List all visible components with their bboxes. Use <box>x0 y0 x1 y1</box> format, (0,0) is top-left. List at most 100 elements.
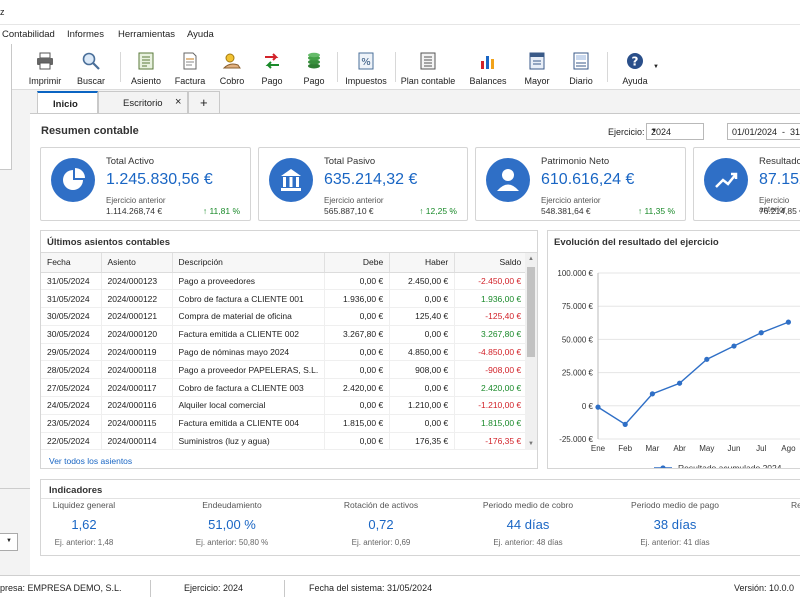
title-bar: z <box>0 0 800 25</box>
balances-button[interactable]: Balances <box>469 48 507 88</box>
help-button[interactable]: ? Ayuda <box>620 48 650 88</box>
scroll-up-icon[interactable]: ▲ <box>528 256 534 262</box>
close-icon[interactable]: × <box>175 96 182 108</box>
summary-title: Resumen contable <box>41 125 139 137</box>
cell-descripcion: Cobro de factura a CLIENTE 003 <box>172 378 326 398</box>
data-point <box>595 404 601 410</box>
legend-marker <box>660 465 666 468</box>
col-asiento[interactable]: Asiento <box>101 253 173 273</box>
view-all-entries-link[interactable]: Ver todos los asientos <box>49 456 133 466</box>
cell-saldo: -4.850,00 € <box>454 343 529 362</box>
cell-debe: 0,00 € <box>324 307 391 326</box>
x-tick-label: Mar <box>646 444 660 453</box>
entries-scrollbar[interactable]: ▲ ▼ <box>525 253 537 450</box>
cell-haber: 0,00 € <box>389 378 456 398</box>
percent-icon: % <box>358 52 374 70</box>
date-range-field[interactable]: 01/01/2024 - 31 <box>727 123 800 140</box>
trend-badge: ↑ 11,81 % <box>202 206 240 216</box>
journal-icon <box>573 52 589 70</box>
ledger-icon <box>138 52 154 70</box>
mayor-button[interactable]: Mayor <box>523 48 551 88</box>
col-debe[interactable]: Debe <box>324 253 391 273</box>
print-button[interactable]: Imprimir <box>28 48 62 88</box>
menu-bar: Contabilidad Informes Herramientas Ayuda <box>0 25 800 44</box>
cell-fecha: 27/05/2024 <box>41 378 102 398</box>
table-row[interactable]: 30/05/2024 2024/000121 Compra de material … <box>41 307 529 326</box>
cell-fecha: 31/05/2024 <box>41 289 102 309</box>
menu-herramientas[interactable]: Herramientas <box>118 29 176 40</box>
cell-saldo: -2.450,00 € <box>454 272 529 291</box>
scrollbar-thumb[interactable] <box>527 267 535 357</box>
ledger-book-icon <box>529 52 545 70</box>
cell-saldo: -176,35 € <box>454 432 529 451</box>
card-total-activo: Total Activo 1.245.830,56 € Ejercicio an… <box>40 147 251 221</box>
table-row[interactable]: 24/05/2024 2024/000116 Alquiler local come… <box>41 396 529 415</box>
cell-descripcion: Factura emitida a CLIENTE 002 <box>172 325 326 344</box>
plan-contable-button[interactable]: Plan contable <box>401 48 455 88</box>
indicators-panel: Indicadores Liquidez general 1,62 Ej. an… <box>40 479 800 556</box>
x-tick-label: Abr <box>673 444 686 453</box>
x-tick-label: Feb <box>618 444 632 453</box>
cell-descripcion: Pago a proveedor PAPELERAS, S.L. <box>172 360 326 380</box>
table-row[interactable]: 29/05/2024 2024/000119 Pago de nóminas may… <box>41 343 529 362</box>
data-point <box>677 380 683 386</box>
tab-add[interactable]: + <box>188 91 220 113</box>
cell-asiento: 2024/000123 <box>101 272 173 291</box>
cell-fecha: 30/05/2024 <box>41 325 102 344</box>
col-descripcion[interactable]: Descripción <box>172 253 326 273</box>
pago-transfer-button[interactable]: Pago <box>258 48 286 88</box>
menu-informes[interactable]: Informes <box>67 29 104 40</box>
asiento-button[interactable]: Asiento <box>129 48 163 88</box>
table-row[interactable]: 31/05/2024 2024/000122 Cobro de factura a … <box>41 289 529 309</box>
x-tick-label: Jun <box>728 444 741 453</box>
cell-asiento: 2024/000114 <box>101 432 173 451</box>
col-haber[interactable]: Haber <box>389 253 456 273</box>
search-button[interactable]: Buscar <box>75 48 107 88</box>
cell-descripcion: Suministros (luz y agua) <box>172 432 326 451</box>
side-panel <box>0 44 12 170</box>
table-row[interactable]: 23/05/2024 2024/000115 Factura emitida a C… <box>41 414 529 433</box>
svg-text:%: % <box>361 57 371 68</box>
entries-table: Fecha Asiento Descripción Debe Haber Sal… <box>41 253 529 451</box>
entries-panel: Últimos asientos contables Fecha Asiento… <box>40 230 538 469</box>
pie-chart-icon <box>63 168 85 190</box>
search-icon <box>82 52 100 70</box>
status-bar: presa: EMPRESA DEMO, S.L. Ejercicio: 202… <box>0 575 800 600</box>
chevron-down-icon: ▼ <box>651 128 657 134</box>
scroll-down-icon[interactable]: ▼ <box>528 441 534 447</box>
menu-ayuda[interactable]: Ayuda <box>187 29 214 40</box>
indicator-endeudamiento: Endeudamiento 51,00 % Ej. anterior: 50,8… <box>195 500 269 547</box>
status-ejercicio: Ejercicio: 2024 <box>184 583 244 593</box>
y-tick-label: -25.000 € <box>559 435 593 444</box>
tab-escritorio[interactable]: Escritorio × <box>98 91 188 113</box>
factura-button[interactable]: Factura <box>174 48 206 88</box>
pago-coins-button[interactable]: Pago <box>300 48 328 88</box>
legend-label: Resultado acumulado 2024 <box>678 463 782 468</box>
card-patrimonio-neto: Patrimonio Neto 610.616,24 € Ejercicio a… <box>475 147 686 221</box>
table-header: Fecha Asiento Descripción Debe Haber Sal… <box>41 253 529 273</box>
diario-button[interactable]: Diario <box>567 48 595 88</box>
col-saldo[interactable]: Saldo <box>454 253 529 273</box>
cell-asiento: 2024/000119 <box>101 343 173 362</box>
chart-title: Evolución del resultado del ejercicio <box>554 237 719 248</box>
cobro-button[interactable]: Cobro <box>216 48 248 88</box>
table-row[interactable]: 30/05/2024 2024/000120 Factura emitida a C… <box>41 325 529 344</box>
cell-haber: 2.450,00 € <box>389 272 456 291</box>
cell-descripcion: Pago a proveedores <box>172 272 326 291</box>
table-row[interactable]: 28/05/2024 2024/000118 Pago a proveedor PA… <box>41 360 529 380</box>
table-row[interactable]: 22/05/2024 2024/000114 Suministros (luz y … <box>41 432 529 451</box>
x-tick-label: May <box>699 444 714 453</box>
menu-contabilidad[interactable]: Contabilidad <box>2 29 55 40</box>
help-dropdown-caret-icon[interactable]: ▼ <box>653 64 659 70</box>
table-row[interactable]: 27/05/2024 2024/000117 Cobro de factura a … <box>41 378 529 398</box>
side-select[interactable]: ▼ <box>0 533 18 551</box>
impuestos-button[interactable]: % Impuestos <box>345 48 387 88</box>
tab-inicio[interactable]: Inicio <box>37 91 98 114</box>
cell-debe: 1.936,00 € <box>324 289 391 309</box>
invoice-icon <box>183 52 197 70</box>
chart-of-accounts-icon <box>420 52 436 70</box>
cell-fecha: 30/05/2024 <box>41 307 102 326</box>
table-row[interactable]: 31/05/2024 2024/000123 Pago a proveedores 0… <box>41 272 529 291</box>
ejercicio-select[interactable]: 2024 ▼ <box>646 123 704 140</box>
col-fecha[interactable]: Fecha <box>41 253 102 273</box>
